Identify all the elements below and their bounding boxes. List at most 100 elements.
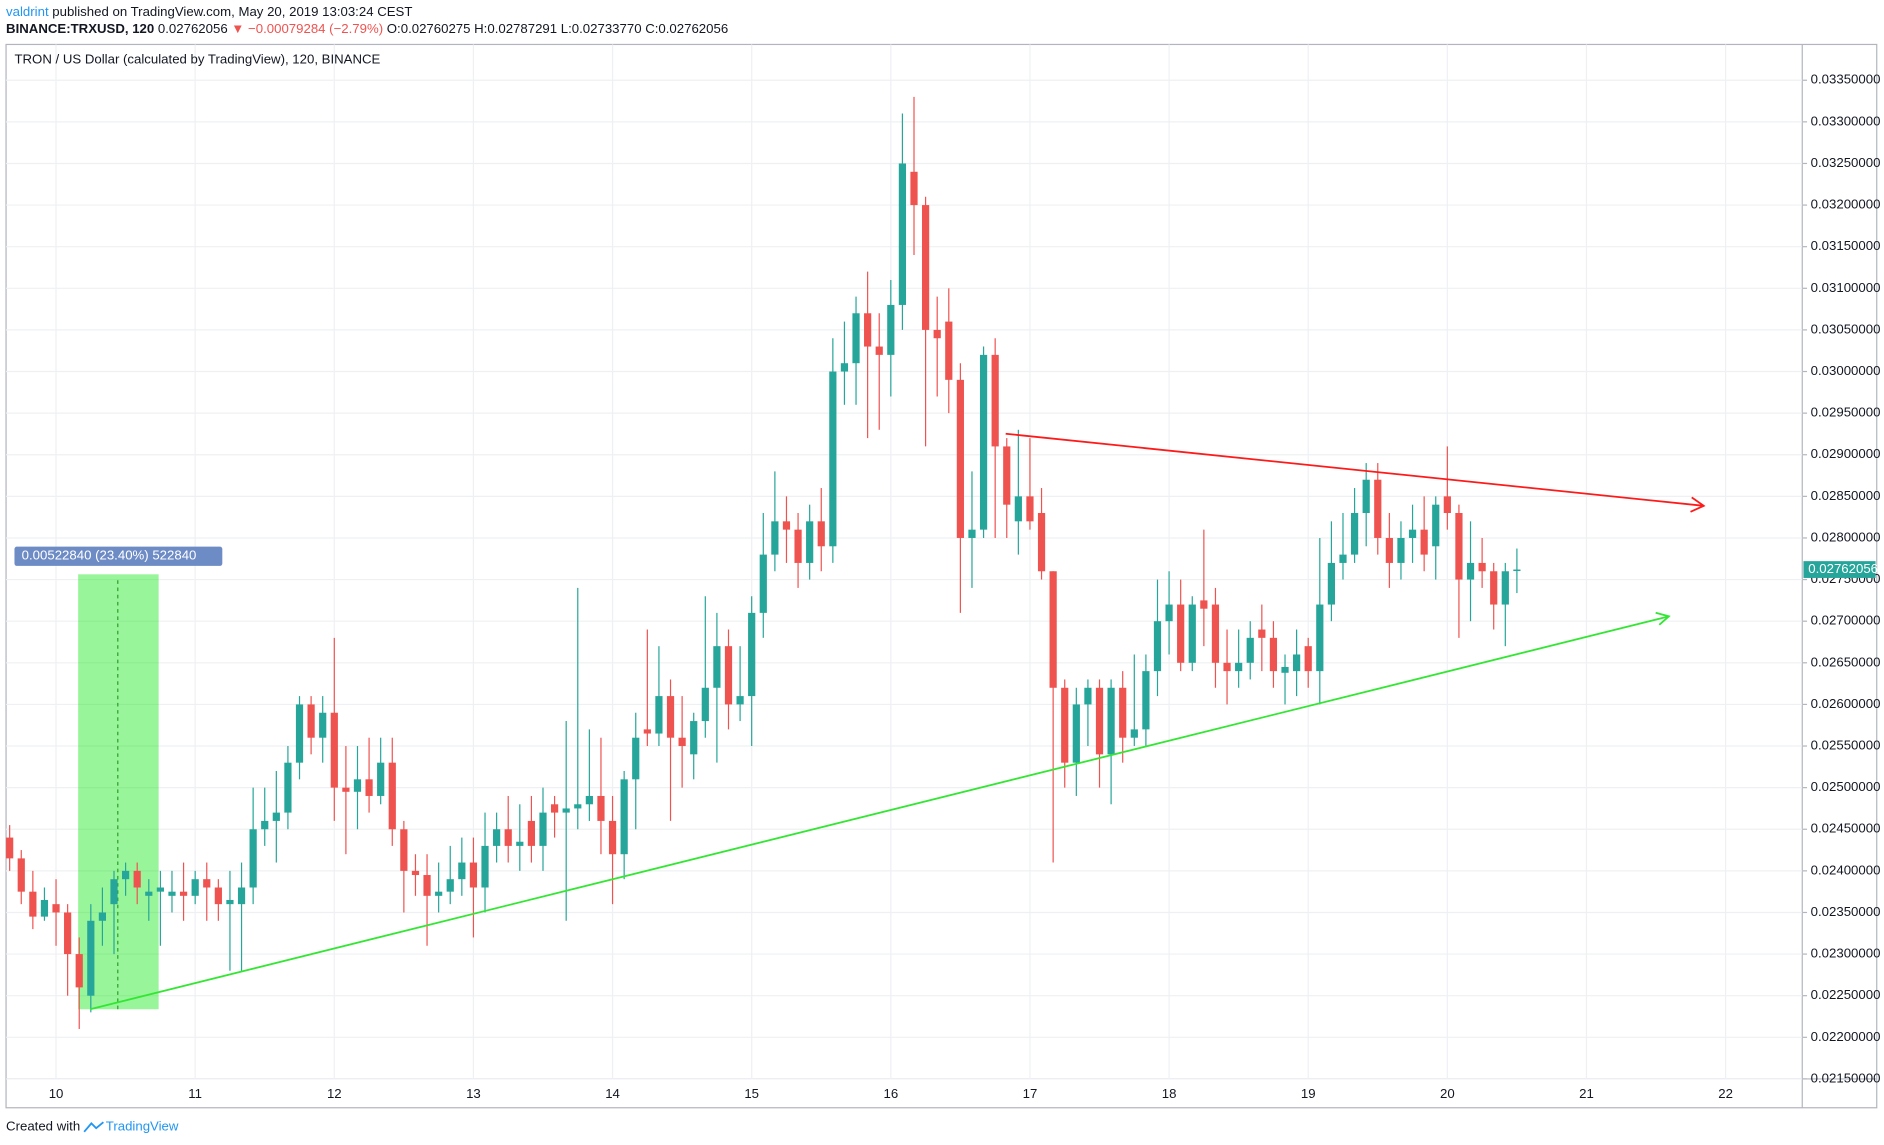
candle-body — [527, 820, 536, 846]
resistance-arrow — [1690, 496, 1706, 513]
candle-body — [1258, 629, 1266, 638]
y-tick-label: 0.03250000 — [1811, 155, 1881, 170]
measure-label: 0.00522840 (23.40%) 522840 — [22, 548, 197, 563]
candle-body — [17, 858, 25, 892]
y-tick-label: 0.03150000 — [1811, 238, 1881, 253]
candle-body — [724, 646, 733, 705]
candle-body — [1350, 513, 1359, 555]
candle-body — [655, 696, 663, 734]
candle-body — [794, 529, 802, 563]
candle-body — [226, 899, 234, 905]
candle-body — [52, 904, 60, 913]
candle-body — [597, 795, 605, 821]
candle-body — [319, 712, 327, 738]
candle-body — [690, 721, 698, 755]
candle-body — [632, 737, 640, 780]
candle-body — [29, 891, 37, 917]
candle-body — [1316, 604, 1324, 672]
candle-body — [1153, 621, 1162, 672]
candle-body — [1374, 479, 1382, 538]
candle-body — [910, 171, 918, 206]
candle-body — [921, 205, 930, 330]
candle-body — [1130, 729, 1138, 738]
price: 0.02762056 — [158, 22, 228, 37]
frame — [5, 43, 1878, 1109]
candle-body — [75, 954, 83, 988]
candle-body — [179, 891, 188, 896]
candle-body — [817, 521, 825, 547]
y-tick-label: 0.02700000 — [1811, 613, 1881, 628]
candle-body — [1443, 496, 1451, 514]
candle-body — [110, 879, 118, 905]
y-tick-label: 0.03100000 — [1811, 280, 1881, 295]
candle-body — [1235, 662, 1243, 672]
candle-body — [643, 729, 651, 734]
candle-body — [330, 712, 338, 788]
y-tick-label: 0.03000000 — [1811, 363, 1881, 378]
candle-body — [261, 820, 269, 830]
candle-body — [1211, 604, 1220, 663]
x-tick-label: 10 — [49, 1086, 64, 1101]
candle-body — [1408, 529, 1417, 538]
candle-body — [423, 875, 431, 896]
candle-body — [295, 704, 304, 763]
x-tick-label: 13 — [466, 1086, 481, 1101]
candle-body — [678, 737, 686, 747]
candle-body — [469, 862, 478, 888]
candle-body — [1269, 637, 1278, 672]
candle-body — [1037, 513, 1046, 572]
candle-body — [840, 363, 849, 372]
candle-body — [156, 887, 164, 892]
x-tick-label: 15 — [744, 1086, 759, 1101]
candle-body — [1223, 662, 1231, 672]
candle-body — [945, 321, 953, 380]
x-tick-label: 16 — [883, 1086, 898, 1101]
candle-body — [1281, 666, 1289, 673]
candle-body — [87, 920, 95, 996]
resistance-line — [1005, 432, 1704, 507]
candle-body — [377, 762, 385, 796]
candle-body — [446, 879, 454, 892]
candle-body — [1385, 537, 1393, 563]
x-tick-label: 21 — [1579, 1086, 1594, 1101]
candle-body — [516, 841, 524, 846]
candle-body — [40, 899, 49, 917]
candle-body — [1072, 704, 1080, 763]
candle-body — [713, 646, 721, 688]
candle-body — [168, 891, 176, 896]
candle-body — [64, 912, 72, 955]
candle-body — [203, 879, 211, 888]
candle-body — [620, 779, 628, 855]
candle-body — [411, 870, 420, 876]
y-tick-label: 0.02650000 — [1811, 654, 1881, 669]
x-tick-label: 19 — [1301, 1086, 1316, 1101]
candle-body — [1014, 496, 1022, 522]
candle-body — [898, 163, 907, 305]
candle-body — [875, 346, 883, 355]
y-tick-label: 0.02400000 — [1811, 862, 1881, 877]
candle-body — [1003, 446, 1011, 505]
candle-body — [1513, 569, 1521, 572]
candle-body — [353, 779, 362, 792]
candle-body — [852, 313, 860, 364]
y-tick-label: 0.03350000 — [1811, 72, 1881, 87]
candle-body — [400, 829, 408, 871]
candle-body — [748, 612, 756, 697]
candle-body — [1142, 671, 1150, 730]
y-tick-label: 0.02150000 — [1811, 1070, 1881, 1085]
candle-body — [121, 870, 130, 880]
candle-body — [1061, 687, 1069, 763]
y-tick-label: 0.02800000 — [1811, 529, 1881, 544]
measure-badge — [14, 546, 223, 566]
candle-body — [191, 879, 199, 896]
header-line-2: BINANCE:TRXUSD, 120 0.02762056 ▼ −0.00079… — [6, 22, 728, 37]
y-tick-label: 0.02350000 — [1811, 904, 1881, 919]
candle-body — [249, 829, 257, 888]
support-line — [89, 615, 1670, 1011]
candle-body — [1327, 562, 1336, 605]
candle-body — [1478, 562, 1486, 572]
candle-body — [1490, 571, 1498, 605]
last-price-badge — [1803, 561, 1876, 578]
candle-body — [1026, 496, 1034, 522]
